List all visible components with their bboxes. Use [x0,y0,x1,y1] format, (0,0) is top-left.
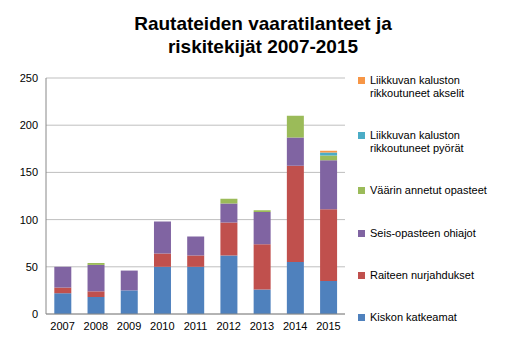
svg-text:2011: 2011 [184,320,208,332]
svg-text:2008: 2008 [84,320,108,332]
html-text:Liikkuvan kaluston rikkoutunee: Liikkuvan kaluston rikkoutuneet akselit [370,74,465,99]
svg-text:100: 100 [20,214,38,226]
svg-text:250: 250 [20,72,38,84]
html-text:Kiskon katkeamat: Kiskon katkeamat [370,310,457,323]
html-text:Seis-opasteen ohiajot: Seis-opasteen ohiajot [370,226,476,239]
html-text:Väärin annetut opasteet: Väärin annetut opasteet [370,184,487,197]
svg-text:200: 200 [20,119,38,131]
svg-text:2012: 2012 [216,320,240,332]
svg-text:2007: 2007 [50,320,74,332]
svg-text:50: 50 [26,261,38,273]
html-text:Raiteen nurjahdukset: Raiteen nurjahdukset [370,268,474,281]
svg-text:2015: 2015 [316,320,340,332]
svg-text:2014: 2014 [283,320,307,332]
svg-text:2013: 2013 [250,320,274,332]
html-text:Rautateiden vaaratilanteet ja: Rautateiden vaaratilanteet ja riskitekij… [134,13,392,57]
svg-text:0: 0 [32,308,38,320]
html-text:Liikkuvan kaluston rikkoutunee: Liikkuvan kaluston rikkoutuneet pyörät [370,129,464,155]
svg-text:2009: 2009 [117,320,141,332]
svg-text:2010: 2010 [150,320,174,332]
svg-text:150: 150 [20,166,38,178]
